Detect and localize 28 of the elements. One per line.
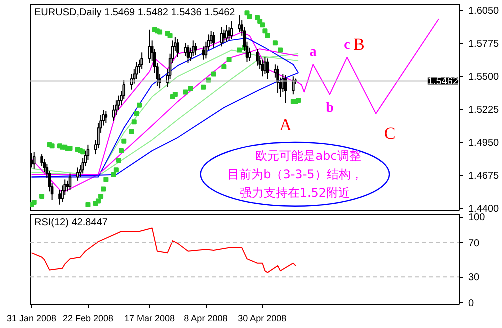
ref-line-label: 1.5462	[428, 76, 459, 88]
y-tick-label: 0	[468, 298, 474, 310]
y-tick-label: 1.4675	[468, 171, 500, 182]
y-tick-label: 1.6050	[468, 6, 500, 18]
y-tick-label: 70	[468, 238, 480, 250]
annotation: a	[310, 45, 317, 60]
y-tick-label: 1.4400	[468, 204, 500, 215]
y-tick-label: 1.5500	[468, 72, 500, 84]
chart-title: EURUSD,Daily 1.5469 1.5482 1.5436 1.5462	[34, 8, 236, 18]
annotation: C	[384, 124, 396, 143]
y-tick-label: 100	[468, 212, 486, 224]
x-tick-label: 31 Jan 2008	[7, 314, 57, 324]
annotation: c	[344, 38, 350, 53]
annotation: B	[353, 35, 365, 54]
annotation: b	[326, 101, 334, 116]
y-tick-label: 1.5775	[468, 39, 500, 50]
y-tick-label: 30	[468, 272, 480, 284]
chart-title: RSI(12) 42.8447	[34, 218, 108, 228]
y-tick-label: 1.4950	[468, 138, 500, 150]
x-tick-label: 17 Mar 2008	[124, 314, 176, 324]
annotation: 强力支持在1.52附近	[240, 186, 351, 200]
x-tick-label: 8 Apr 2008	[184, 314, 228, 324]
x-tick-label: 22 Feb 2008	[62, 314, 114, 324]
annotation: 欧元可能是abc调整	[256, 148, 362, 163]
x-tick-label: 30 Apr 2008	[238, 314, 287, 324]
annotation: 目前为b（3-3-5）结构，	[228, 167, 363, 182]
annotation: A	[280, 116, 293, 135]
y-tick-label: 1.5225	[468, 105, 500, 116]
